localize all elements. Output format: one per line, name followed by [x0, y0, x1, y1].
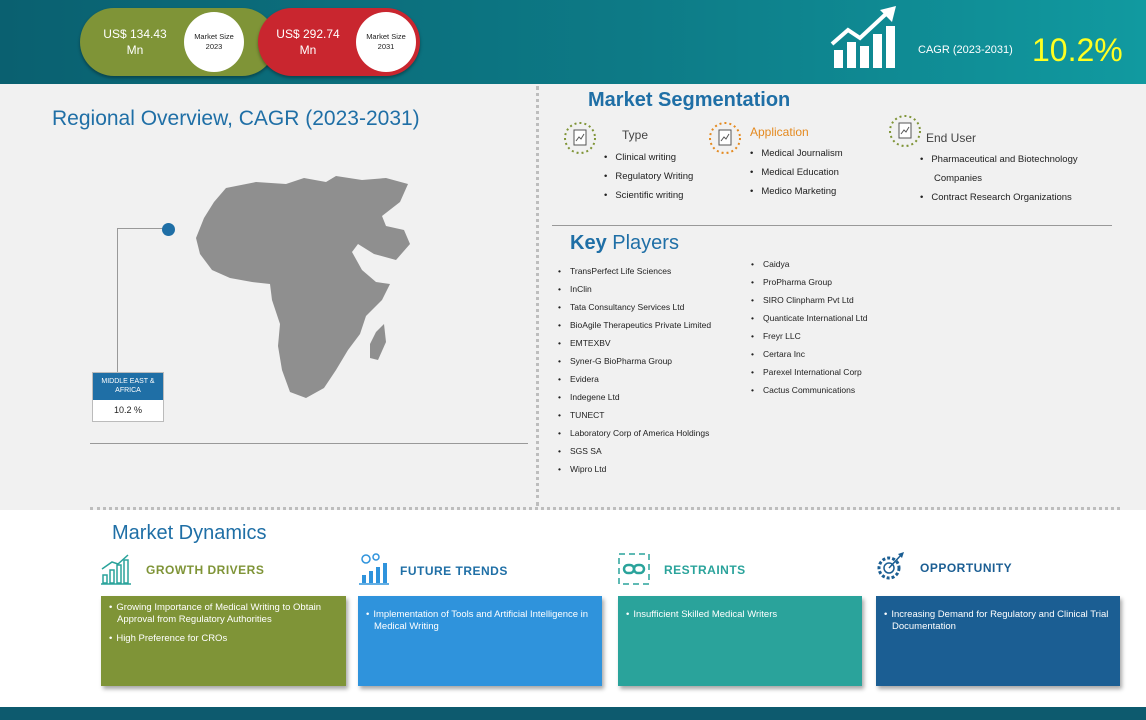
market-size-2023-label: Market Size 2023	[184, 12, 244, 72]
region-leader-line	[117, 228, 169, 376]
list-item: Parexel International Corp	[751, 363, 867, 381]
list-item: Cactus Communications	[751, 381, 867, 399]
footer-bar	[0, 707, 1146, 720]
list-item: EMTEXBV	[558, 334, 711, 352]
region-divider	[90, 443, 528, 444]
list-item: Regulatory Writing	[604, 167, 693, 186]
list-item: BioAgile Therapeutics Private Limited	[558, 316, 711, 334]
list-item: Clinical writing	[604, 148, 693, 167]
region-callout: MIDDLE EAST & AFRICA 10.2 %	[92, 372, 164, 422]
future-trends-heading: FUTURE TRENDS	[400, 564, 508, 578]
segment-type-list: Clinical writing Regulatory Writing Scie…	[604, 148, 693, 205]
segment-application-list: Medical Journalism Medical Education Med…	[750, 144, 843, 201]
list-item: Certara Inc	[751, 345, 867, 363]
future-trends-card: Implementation of Tools and Artificial I…	[358, 596, 602, 686]
list-item: InClin	[558, 280, 711, 298]
gear-target-icon	[877, 552, 904, 580]
market-size-2023-value: US$ 134.43 Mn	[103, 27, 167, 57]
market-dynamics-title: Market Dynamics	[112, 522, 267, 544]
segment-type-heading: Type	[622, 128, 649, 142]
region-marker-dot	[162, 223, 175, 236]
key-players-column-1: TransPerfect Life Sciences InClin Tata C…	[558, 262, 711, 478]
list-item: Medical Education	[750, 163, 843, 182]
growth-drivers-heading: GROWTH DRIVERS	[146, 563, 265, 577]
trend-chart-icon	[359, 553, 389, 585]
list-item: SIRO Clinpharm Pvt Ltd	[751, 291, 867, 309]
key-players-title: Key Players	[570, 232, 679, 254]
end-user-document-chart-icon	[889, 115, 921, 147]
list-item: Implementation of Tools and Artificial I…	[366, 609, 594, 633]
restraints-heading: RESTRAINTS	[664, 563, 746, 577]
list-item: Scientific writing	[604, 186, 693, 205]
header-bar: US$ 134.43 Mn Market Size 2023 US$ 292.7…	[0, 0, 1146, 84]
list-item: Medical Journalism	[750, 144, 842, 163]
regional-overview-title: Regional Overview, CAGR (2023-2031)	[52, 107, 420, 130]
segment-end-user-list: Pharmaceutical and Biotechnology Compani…	[920, 150, 1100, 207]
list-item: Tata Consultancy Services Ltd	[558, 298, 711, 316]
list-item: Laboratory Corp of America Holdings	[558, 424, 711, 442]
cagr-value: 10.2%	[1032, 32, 1123, 68]
region-cagr-value: 10.2 %	[113, 405, 143, 415]
market-size-2023-pill: US$ 134.43 Mn Market Size 2023	[80, 8, 276, 76]
restraints-card: Insufficient Skilled Medical Writers	[618, 596, 862, 686]
africa-middle-east-map	[196, 176, 410, 398]
segmentation-divider	[552, 225, 1112, 226]
growth-chart-icon	[830, 6, 896, 68]
list-item: Evidera	[558, 370, 711, 388]
list-item: Pharmaceutical and Biotechnology Compani…	[920, 150, 1100, 188]
opportunity-heading: OPPORTUNITY	[920, 561, 1013, 575]
list-item: Freyr LLC	[751, 327, 867, 345]
market-size-2031-label: Market Size 2031	[356, 12, 416, 72]
list-item: Medico Marketing	[750, 182, 843, 201]
bar-growth-icon	[101, 554, 131, 585]
region-name: MIDDLE EAST & AFRICA	[93, 373, 163, 400]
broken-chain-icon	[618, 553, 650, 585]
application-document-chart-icon	[709, 122, 741, 154]
key-players-column-2: Caidya ProPharma Group SIRO Clinpharm Pv…	[751, 255, 867, 399]
list-item: Insufficient Skilled Medical Writers	[626, 609, 854, 621]
vertical-divider	[536, 86, 539, 506]
list-item: Quanticate International Ltd	[751, 309, 867, 327]
list-item: ProPharma Group	[751, 273, 867, 291]
type-document-chart-icon	[564, 122, 596, 154]
segment-application-heading: Application	[750, 125, 809, 139]
list-item: Contract Research Organizations	[920, 188, 1100, 207]
market-segmentation-title: Market Segmentation	[588, 89, 791, 111]
market-size-2031-pill: US$ 292.74 Mn Market Size 2031	[258, 8, 420, 76]
list-item: Syner-G BioPharma Group	[558, 352, 711, 370]
list-item: Caidya	[751, 255, 867, 273]
market-size-2031-value: US$ 292.74 Mn	[276, 27, 340, 57]
list-item: Increasing Demand for Regulatory and Cli…	[884, 609, 1112, 633]
list-item: Indegene Ltd	[558, 388, 711, 406]
list-item: Growing Importance of Medical Writing to…	[109, 602, 338, 626]
list-item: TransPerfect Life Sciences	[558, 262, 711, 280]
opportunity-card: Increasing Demand for Regulatory and Cli…	[876, 596, 1120, 686]
segment-end-user-heading: End User	[926, 131, 977, 145]
cagr-label: CAGR (2023-2031)	[918, 44, 1013, 56]
list-item: Wipro Ltd	[558, 460, 711, 478]
list-item: TUNECT	[558, 406, 711, 424]
horizontal-divider	[90, 507, 1120, 510]
list-item: High Preference for CROs	[109, 633, 338, 645]
list-item: SGS SA	[558, 442, 711, 460]
growth-drivers-card: Growing Importance of Medical Writing to…	[101, 596, 346, 686]
